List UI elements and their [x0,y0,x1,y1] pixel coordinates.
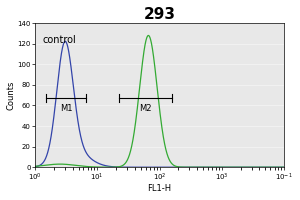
Text: M1: M1 [60,104,72,113]
Text: control: control [43,35,76,45]
Text: M2: M2 [139,104,152,113]
Title: 293: 293 [144,7,175,22]
X-axis label: FL1-H: FL1-H [148,184,172,193]
Y-axis label: Counts: Counts [7,80,16,110]
